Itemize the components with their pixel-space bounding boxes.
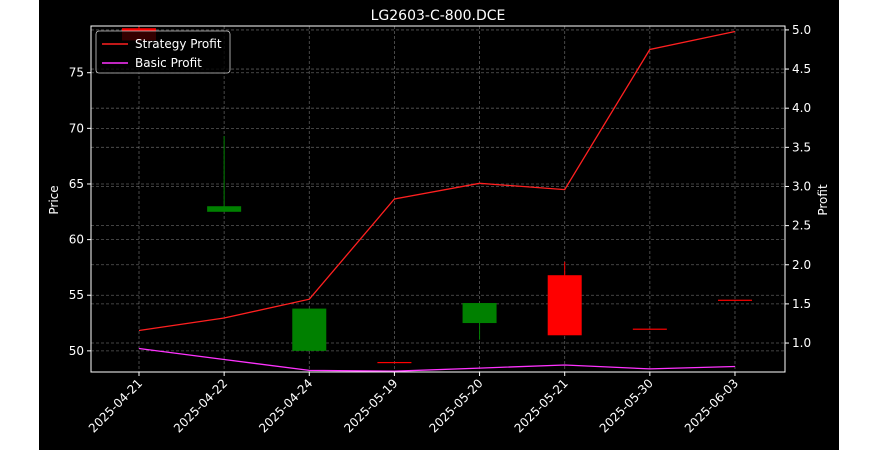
y-tick-label-left-60: 60 [69,233,84,247]
line-strategy-profit [138,30,736,332]
legend-box [95,30,231,74]
line-basic-profit [138,347,736,372]
y-tick-label-left-70: 70 [69,121,84,135]
candlesticks [122,26,752,364]
plot-frame [90,25,786,373]
y-tick-label-left-50: 50 [69,344,84,358]
figure-background [39,0,839,450]
candle-body-2025-04-24 [292,308,327,351]
y-tick-label-right-2: 2.0 [792,258,811,272]
profit-lines [138,30,736,372]
candle-body-2025-04-22 [207,206,242,212]
candle-body-2025-06-03 [717,299,752,301]
chart-title: LG2603-C-800.DCE [371,8,506,24]
y-tick-label-left-55: 55 [69,288,84,302]
y-tick-label-left-75: 75 [69,66,84,80]
y-axis-label-left: Price [47,185,61,214]
candle-body-2025-05-19 [377,361,412,364]
candle-body-2025-05-21 [547,275,582,336]
legend-label-basic-profit: Basic Profit [135,56,202,70]
candle-body-2025-05-20 [462,303,497,324]
y-tick-label-right-5: 5.0 [792,23,811,37]
y-tick-label-right-2.5: 2.5 [792,219,811,233]
grid [91,26,785,372]
y-tick-label-right-4.5: 4.5 [792,62,811,76]
legend-label-strategy-profit: Strategy Profit [135,37,222,51]
y-tick-label-right-4: 4.0 [792,101,811,115]
y-tick-label-right-3.5: 3.5 [792,140,811,154]
y-axis-label-right: Profit [816,184,830,216]
legend: Strategy Profit Basic Profit [95,30,231,74]
y-tick-label-right-3: 3.0 [792,179,811,193]
y-tick-label-left-65: 65 [69,177,84,191]
y-tick-label-right-1.5: 1.5 [792,297,811,311]
y-tick-label-right-1: 1.0 [792,336,811,350]
candle-body-2025-05-30 [632,328,667,330]
